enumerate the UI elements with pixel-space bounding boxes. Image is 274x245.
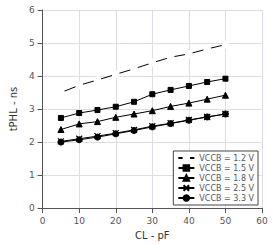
- svg-text:10: 10: [73, 216, 85, 226]
- svg-text:VCCB = 1.5 V: VCCB = 1.5 V: [199, 164, 254, 173]
- svg-text:VCCB = 3.3 V: VCCB = 3.3 V: [199, 194, 254, 203]
- svg-text:CL - pF: CL - pF: [135, 230, 170, 241]
- svg-text:VCCB = 1.8 V: VCCB = 1.8 V: [199, 174, 254, 183]
- svg-text:30: 30: [147, 216, 159, 226]
- svg-text:1: 1: [29, 170, 35, 180]
- svg-text:0: 0: [40, 216, 46, 226]
- svg-text:60: 60: [256, 216, 268, 226]
- svg-text:2: 2: [29, 137, 35, 147]
- svg-text:tPHL - ns: tPHL - ns: [8, 87, 19, 132]
- svg-text:4: 4: [29, 71, 35, 81]
- svg-text:0: 0: [29, 203, 35, 213]
- svg-text:VCCB = 1.2 V: VCCB = 1.2 V: [199, 154, 254, 163]
- svg-text:5: 5: [29, 38, 35, 48]
- svg-text:40: 40: [183, 216, 195, 226]
- svg-text:VCCB = 2.5 V: VCCB = 2.5 V: [199, 184, 254, 193]
- svg-text:6: 6: [29, 5, 35, 15]
- svg-text:20: 20: [110, 216, 122, 226]
- svg-text:3: 3: [29, 104, 35, 114]
- svg-text:50: 50: [220, 216, 232, 226]
